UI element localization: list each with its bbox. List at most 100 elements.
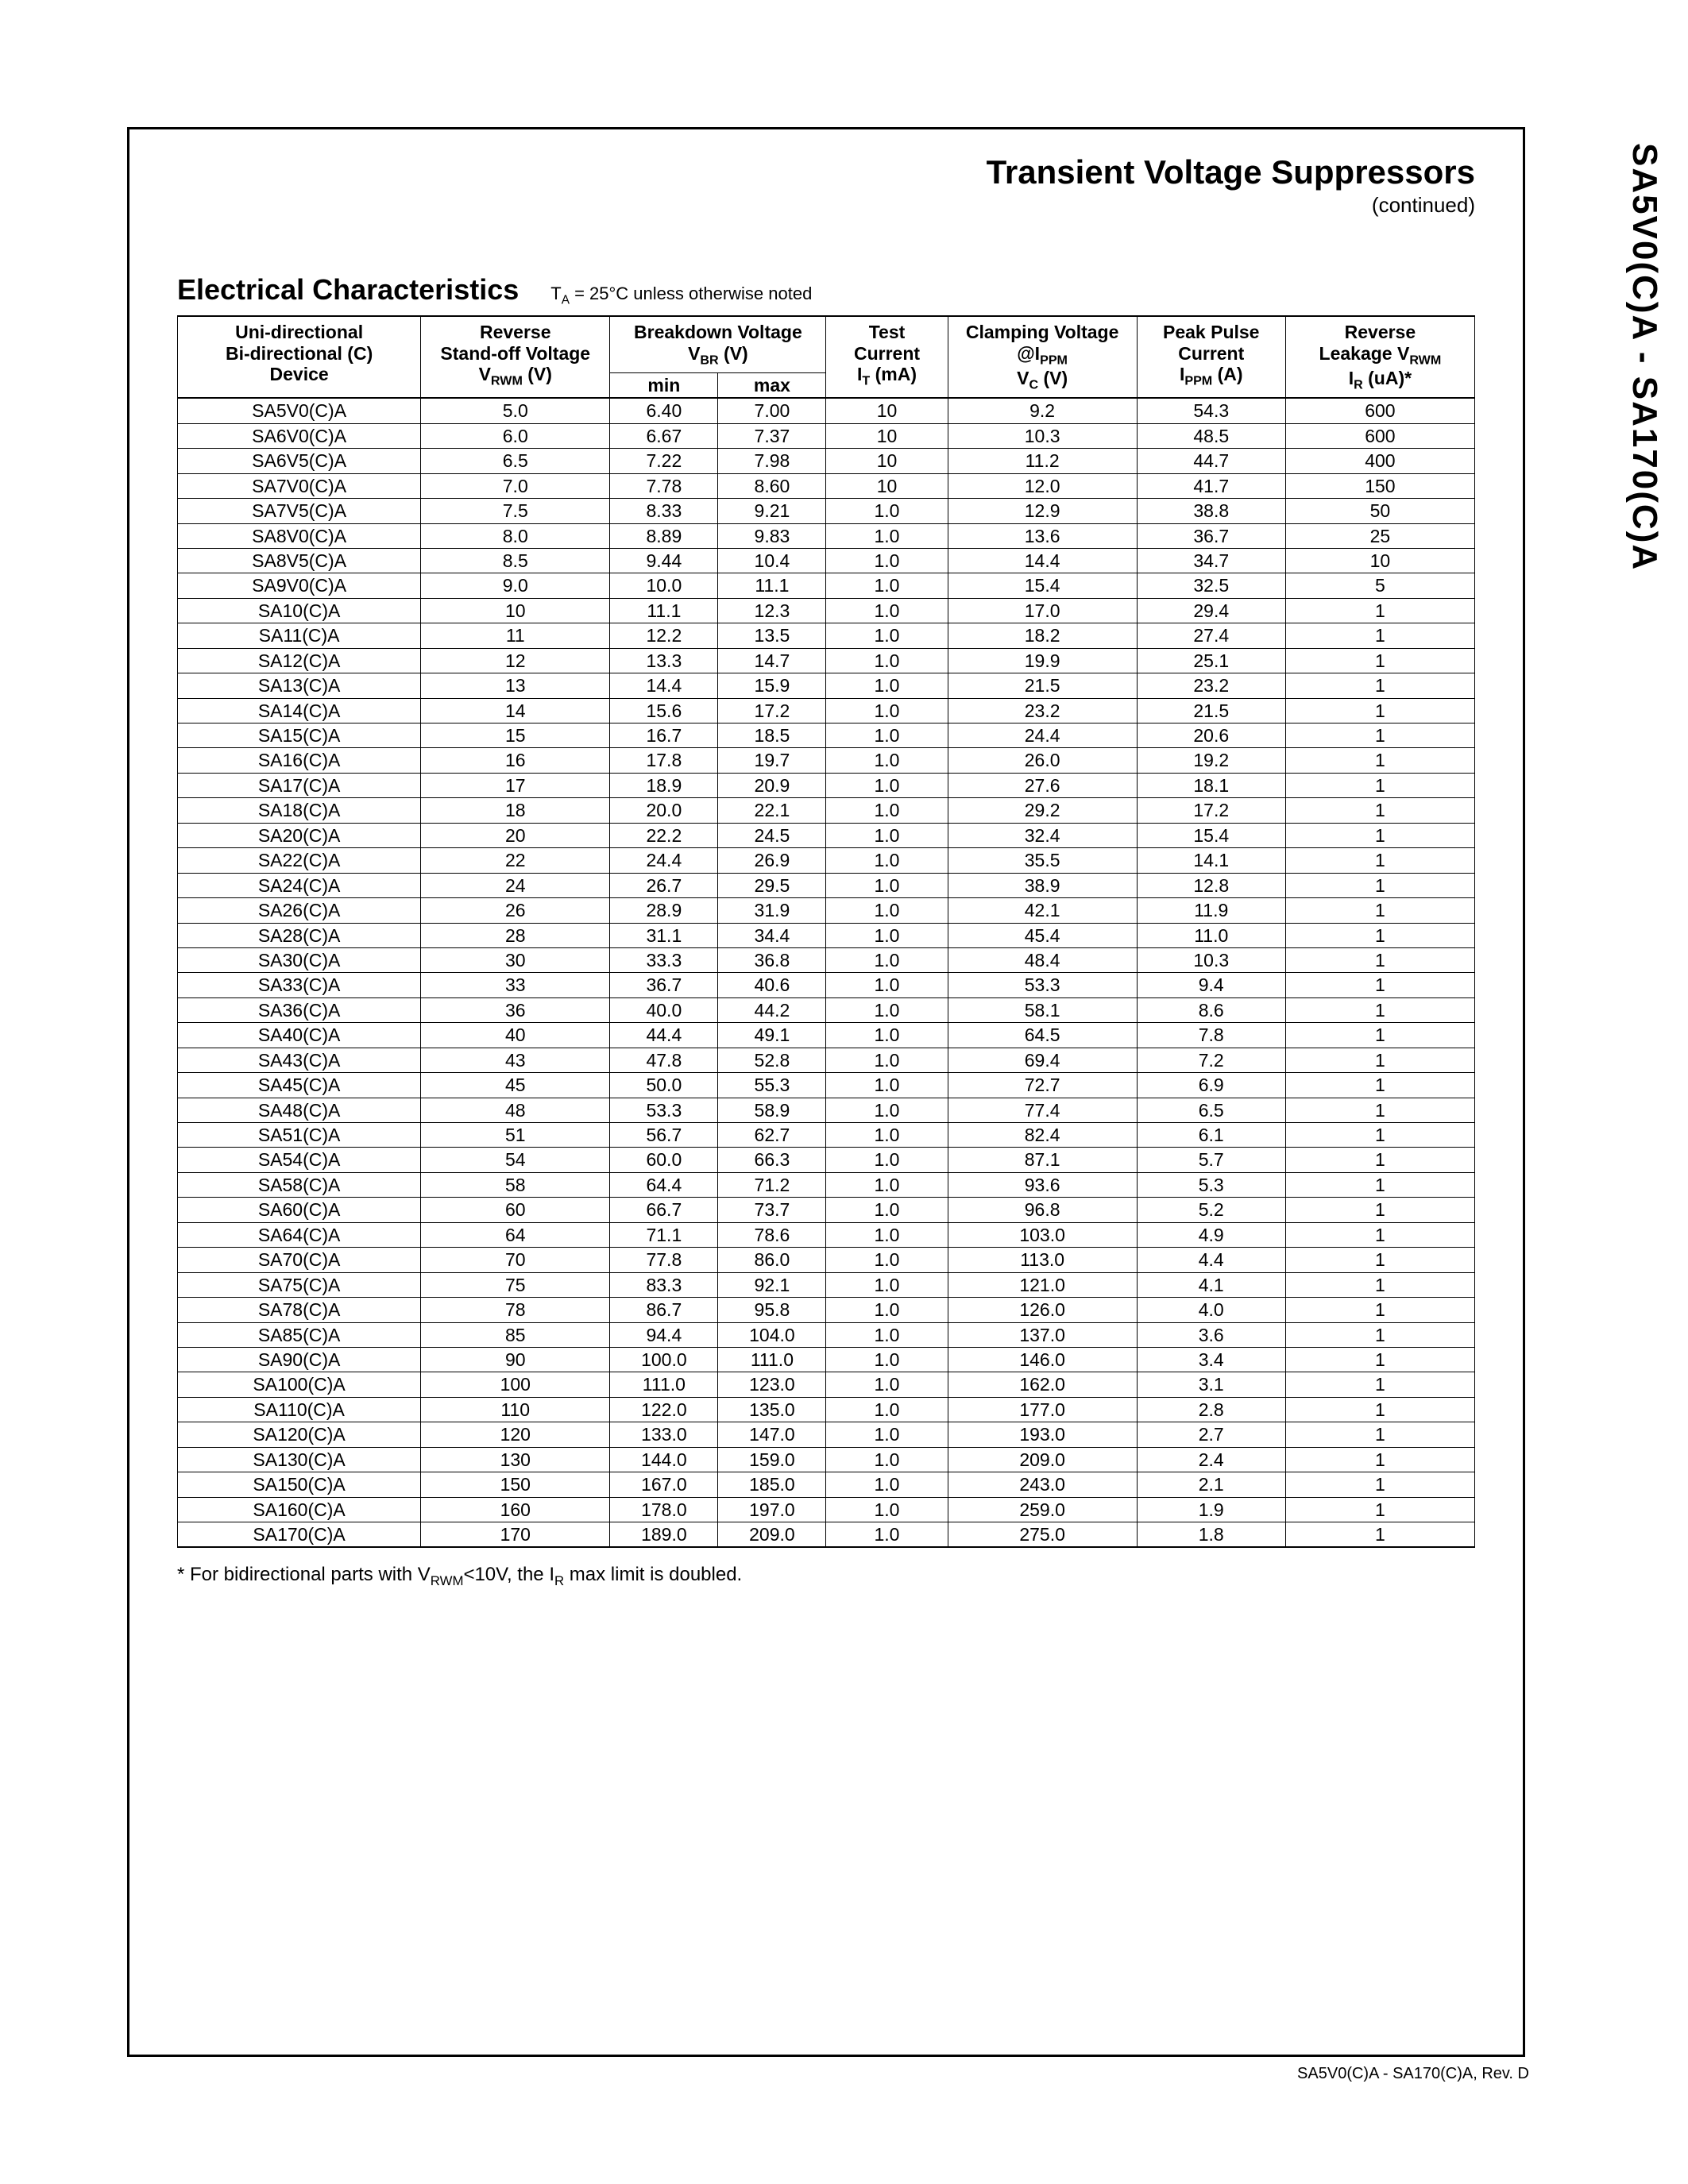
table-row: SA5V0(C)A5.06.407.00109.254.3600 <box>178 398 1475 423</box>
table-cell: 600 <box>1285 398 1474 423</box>
table-cell: 8.0 <box>421 523 610 548</box>
table-cell: 1.0 <box>826 1248 948 1272</box>
table-cell: SA28(C)A <box>178 923 421 947</box>
table-cell: 44.4 <box>610 1023 718 1048</box>
table-cell: 45 <box>421 1073 610 1098</box>
col-header-ir: ReverseLeakage VRWMIR (uA)* <box>1285 316 1474 398</box>
table-cell: 27.6 <box>948 773 1137 797</box>
table-cell: SA16(C)A <box>178 748 421 773</box>
table-cell: 2.8 <box>1137 1397 1285 1422</box>
table-cell: 14.4 <box>948 548 1137 573</box>
table-cell: 77.8 <box>610 1248 718 1272</box>
table-cell: SA24(C)A <box>178 873 421 897</box>
table-cell: 4.1 <box>1137 1272 1285 1297</box>
table-cell: SA40(C)A <box>178 1023 421 1048</box>
table-cell: 103.0 <box>948 1222 1137 1247</box>
table-cell: 178.0 <box>610 1497 718 1522</box>
table-cell: 51 <box>421 1123 610 1148</box>
table-cell: 1.0 <box>826 723 948 748</box>
table-row: SA58(C)A5864.471.21.093.65.31 <box>178 1172 1475 1197</box>
table-cell: SA170(C)A <box>178 1522 421 1548</box>
table-cell: 6.40 <box>610 398 718 423</box>
table-cell: 6.67 <box>610 423 718 448</box>
table-cell: 1 <box>1285 1522 1474 1548</box>
col-header-vc: Clamping Voltage@IPPMVC (V) <box>948 316 1137 398</box>
table-cell: 111.0 <box>610 1372 718 1397</box>
table-cell: 111.0 <box>718 1347 826 1372</box>
table-cell: 30 <box>421 947 610 972</box>
table-cell: 259.0 <box>948 1497 1137 1522</box>
table-row: SA22(C)A2224.426.91.035.514.11 <box>178 848 1475 873</box>
table-cell: 48 <box>421 1098 610 1122</box>
table-row: SA170(C)A170189.0209.01.0275.01.81 <box>178 1522 1475 1548</box>
table-cell: 1 <box>1285 923 1474 947</box>
table-cell: 1 <box>1285 1447 1474 1472</box>
table-cell: 26.7 <box>610 873 718 897</box>
table-cell: 34.4 <box>718 923 826 947</box>
table-cell: 1.0 <box>826 947 948 972</box>
table-cell: 20 <box>421 823 610 847</box>
table-cell: 45.4 <box>948 923 1137 947</box>
table-row: SA6V0(C)A6.06.677.371010.348.5600 <box>178 423 1475 448</box>
table-cell: SA51(C)A <box>178 1123 421 1148</box>
table-cell: 66.3 <box>718 1148 826 1172</box>
table-row: SA45(C)A4550.055.31.072.76.91 <box>178 1073 1475 1098</box>
table-cell: 17.2 <box>718 698 826 723</box>
table-cell: SA13(C)A <box>178 673 421 698</box>
table-cell: 1 <box>1285 1172 1474 1197</box>
table-cell: 7.22 <box>610 449 718 473</box>
table-cell: 94.4 <box>610 1322 718 1347</box>
table-cell: 1.0 <box>826 1198 948 1222</box>
table-cell: 50.0 <box>610 1073 718 1098</box>
table-cell: 1.0 <box>826 997 948 1022</box>
table-cell: 17.8 <box>610 748 718 773</box>
table-cell: 29.2 <box>948 798 1137 823</box>
table-cell: 36.7 <box>610 973 718 997</box>
col-header-device: Uni-directionalBi-directional (C)Device <box>178 316 421 398</box>
table-cell: 113.0 <box>948 1248 1137 1272</box>
table-cell: 147.0 <box>718 1422 826 1447</box>
table-row: SA78(C)A7886.795.81.0126.04.01 <box>178 1298 1475 1322</box>
table-cell: 16 <box>421 748 610 773</box>
table-cell: 40.6 <box>718 973 826 997</box>
table-cell: 120 <box>421 1422 610 1447</box>
table-cell: 85 <box>421 1322 610 1347</box>
table-cell: 10 <box>826 423 948 448</box>
table-cell: 52.8 <box>718 1048 826 1072</box>
table-cell: 4.0 <box>1137 1298 1285 1322</box>
table-cell: 1 <box>1285 623 1474 648</box>
table-row: SA51(C)A5156.762.71.082.46.11 <box>178 1123 1475 1148</box>
table-cell: 1.0 <box>826 548 948 573</box>
table-cell: 8.60 <box>718 473 826 498</box>
table-cell: SA43(C)A <box>178 1048 421 1072</box>
table-cell: 1.0 <box>826 1472 948 1497</box>
table-cell: SA22(C)A <box>178 848 421 873</box>
table-cell: 243.0 <box>948 1472 1137 1497</box>
table-cell: SA48(C)A <box>178 1098 421 1122</box>
table-cell: 15.6 <box>610 698 718 723</box>
table-row: SA40(C)A4044.449.11.064.57.81 <box>178 1023 1475 1048</box>
table-cell: 77.4 <box>948 1098 1137 1122</box>
table-cell: 10 <box>826 473 948 498</box>
table-cell: 9.2 <box>948 398 1137 423</box>
table-cell: 209.0 <box>718 1522 826 1548</box>
table-row: SA130(C)A130144.0159.01.0209.02.41 <box>178 1447 1475 1472</box>
table-cell: 24.5 <box>718 823 826 847</box>
table-cell: 1.0 <box>826 748 948 773</box>
table-cell: 7.98 <box>718 449 826 473</box>
table-cell: 17.2 <box>1137 798 1285 823</box>
table-cell: 170 <box>421 1522 610 1548</box>
table-cell: 8.6 <box>1137 997 1285 1022</box>
table-cell: 1.0 <box>826 1522 948 1548</box>
table-cell: SA18(C)A <box>178 798 421 823</box>
table-cell: SA9V0(C)A <box>178 573 421 598</box>
table-cell: SA33(C)A <box>178 973 421 997</box>
table-cell: 123.0 <box>718 1372 826 1397</box>
col-header-vrwm: ReverseStand-off VoltageVRWM (V) <box>421 316 610 398</box>
table-cell: 1.0 <box>826 523 948 548</box>
table-cell: 1 <box>1285 598 1474 623</box>
table-cell: 1.0 <box>826 648 948 673</box>
table-cell: 1.0 <box>826 848 948 873</box>
table-cell: 14.4 <box>610 673 718 698</box>
table-cell: 150 <box>1285 473 1474 498</box>
